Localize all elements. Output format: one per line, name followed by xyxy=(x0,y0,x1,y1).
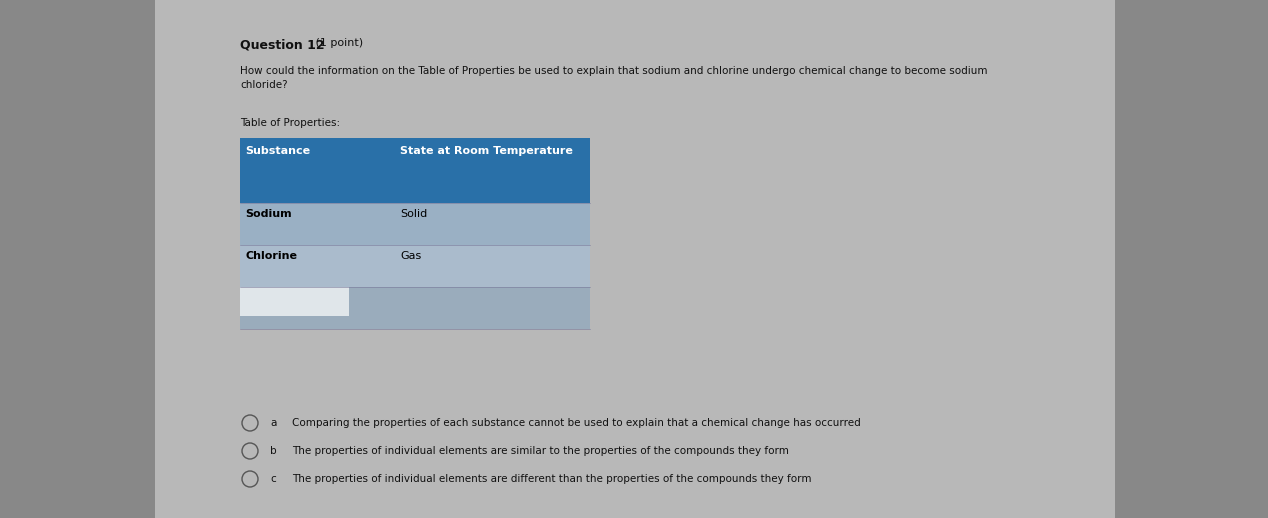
Polygon shape xyxy=(240,287,349,316)
Text: How could the information on the Table of Properties be used to explain that sod: How could the information on the Table o… xyxy=(240,66,988,90)
Text: The properties of individual elements are similar to the properties of the compo: The properties of individual elements ar… xyxy=(292,446,789,456)
Bar xyxy=(240,203,396,245)
Text: Table of Properties:: Table of Properties: xyxy=(240,118,340,128)
Bar xyxy=(240,245,396,287)
Text: Question 12: Question 12 xyxy=(240,38,325,51)
Text: State at Room Temperature: State at Room Temperature xyxy=(399,146,573,156)
Text: Sodium: Sodium xyxy=(245,209,292,219)
Text: The properties of individual elements are different than the properties of the c: The properties of individual elements ar… xyxy=(292,474,812,484)
Text: Chlorine: Chlorine xyxy=(245,251,297,261)
Text: Gas: Gas xyxy=(399,251,421,261)
Text: Comparing the properties of each substance cannot be used to explain that a chem: Comparing the properties of each substan… xyxy=(292,418,861,428)
Bar xyxy=(240,287,396,329)
Text: a: a xyxy=(270,418,276,428)
Text: Solid: Solid xyxy=(399,209,427,219)
Text: b: b xyxy=(270,446,276,456)
Bar xyxy=(396,245,590,287)
Bar xyxy=(396,287,590,329)
Text: c: c xyxy=(270,474,275,484)
Bar xyxy=(155,0,1115,518)
Text: Substance: Substance xyxy=(245,146,311,156)
Bar xyxy=(240,138,396,203)
Bar xyxy=(396,138,590,203)
Text: (1 point): (1 point) xyxy=(312,38,363,48)
Bar xyxy=(396,203,590,245)
